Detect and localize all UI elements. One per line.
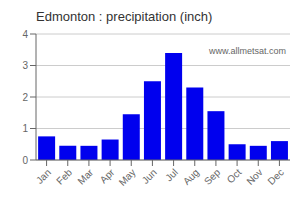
svg-text:2: 2: [22, 92, 28, 103]
svg-text:0: 0: [22, 155, 28, 166]
svg-text:Jan: Jan: [34, 167, 53, 186]
svg-text:Oct: Oct: [225, 167, 244, 186]
svg-text:Dec: Dec: [265, 167, 285, 187]
svg-text:Mar: Mar: [75, 166, 95, 186]
svg-text:Jun: Jun: [140, 167, 159, 186]
svg-text:3: 3: [22, 60, 28, 71]
html-text:Edmonton : precipitation (inch: Edmonton : precipitation (inch): [36, 9, 213, 24]
svg-text:Sep: Sep: [202, 166, 223, 187]
html-text:www.allmetsat.com: www.allmetsat.com: [209, 46, 286, 56]
svg-text:May: May: [117, 167, 138, 188]
svg-text:Nov: Nov: [244, 167, 264, 187]
svg-text:Aug: Aug: [181, 167, 201, 187]
svg-text:Feb: Feb: [54, 166, 74, 186]
svg-text:1: 1: [22, 123, 28, 134]
svg-text:Apr: Apr: [98, 166, 117, 185]
svg-text:4: 4: [22, 29, 28, 40]
svg-text:Jul: Jul: [163, 167, 180, 184]
